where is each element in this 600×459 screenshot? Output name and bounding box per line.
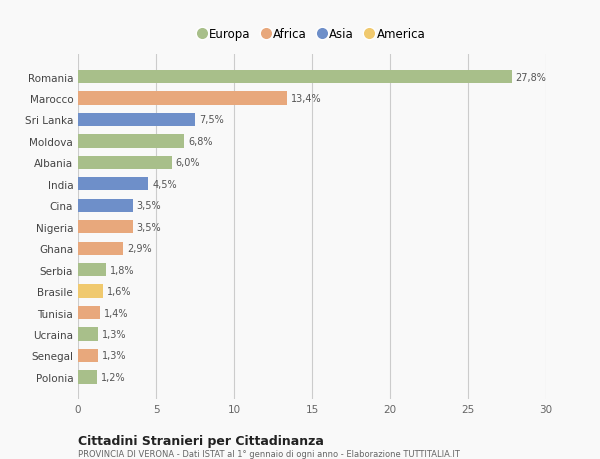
Bar bbox=[78, 370, 97, 384]
Text: 2,9%: 2,9% bbox=[127, 244, 152, 254]
Text: 4,5%: 4,5% bbox=[152, 179, 177, 190]
Text: 1,3%: 1,3% bbox=[102, 351, 127, 361]
Text: 1,2%: 1,2% bbox=[101, 372, 125, 382]
Text: 1,8%: 1,8% bbox=[110, 265, 134, 275]
Bar bbox=[78, 178, 148, 191]
Text: 1,3%: 1,3% bbox=[102, 329, 127, 339]
Bar bbox=[78, 199, 133, 213]
Bar bbox=[78, 328, 98, 341]
Bar bbox=[78, 221, 133, 234]
Text: 7,5%: 7,5% bbox=[199, 115, 224, 125]
Bar bbox=[78, 135, 184, 148]
Text: 27,8%: 27,8% bbox=[515, 73, 547, 82]
Bar bbox=[78, 242, 123, 255]
Text: 1,6%: 1,6% bbox=[107, 286, 131, 297]
Text: PROVINCIA DI VERONA - Dati ISTAT al 1° gennaio di ogni anno - Elaborazione TUTTI: PROVINCIA DI VERONA - Dati ISTAT al 1° g… bbox=[78, 449, 460, 458]
Text: 6,8%: 6,8% bbox=[188, 137, 212, 146]
Bar bbox=[78, 263, 106, 277]
Text: 13,4%: 13,4% bbox=[291, 94, 322, 104]
Text: 1,4%: 1,4% bbox=[104, 308, 128, 318]
Bar bbox=[78, 349, 98, 362]
Bar bbox=[78, 113, 195, 127]
Text: 6,0%: 6,0% bbox=[176, 158, 200, 168]
Bar bbox=[78, 92, 287, 106]
Bar bbox=[78, 157, 172, 170]
Bar bbox=[78, 285, 103, 298]
Bar bbox=[78, 71, 512, 84]
Legend: Europa, Africa, Asia, America: Europa, Africa, Asia, America bbox=[194, 23, 430, 45]
Text: 3,5%: 3,5% bbox=[137, 222, 161, 232]
Bar bbox=[78, 306, 100, 319]
Text: Cittadini Stranieri per Cittadinanza: Cittadini Stranieri per Cittadinanza bbox=[78, 434, 324, 447]
Text: 3,5%: 3,5% bbox=[137, 201, 161, 211]
